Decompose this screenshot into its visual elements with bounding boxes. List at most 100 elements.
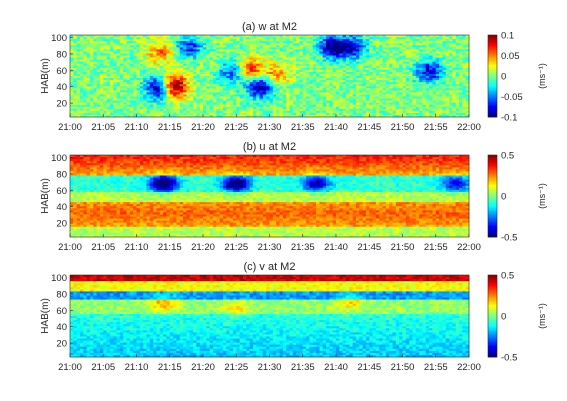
heatmap-cell xyxy=(289,104,294,108)
heatmap-cell xyxy=(83,155,87,158)
heatmap-cell xyxy=(119,49,124,52)
heatmap-cell xyxy=(96,110,101,114)
heatmap-cell xyxy=(70,37,74,40)
heatmap-cell xyxy=(359,57,363,60)
heatmap-cell xyxy=(395,47,400,50)
heatmap-cell xyxy=(116,98,121,101)
heatmap-cell xyxy=(126,43,131,46)
heatmap-cell xyxy=(336,112,340,116)
heatmap-cell xyxy=(246,43,250,46)
heatmap-cell xyxy=(289,63,294,67)
heatmap-cell xyxy=(242,86,247,89)
heatmap-cell xyxy=(143,51,147,54)
heatmap-cell xyxy=(316,108,320,112)
heatmap-cell xyxy=(429,45,433,48)
heatmap-cell xyxy=(365,104,370,108)
heatmap-cell xyxy=(286,69,290,73)
heatmap-cell xyxy=(282,96,287,99)
heatmap-cell xyxy=(422,63,427,67)
heatmap-cell xyxy=(83,100,87,103)
heatmap-cell xyxy=(256,43,260,46)
heatmap-cell xyxy=(389,35,393,38)
heatmap-cell xyxy=(173,57,177,60)
heatmap-cell xyxy=(173,90,177,93)
heatmap-cell xyxy=(379,110,383,114)
heatmap-cell xyxy=(459,45,463,48)
heatmap-cell xyxy=(389,47,393,50)
heatmap-cell xyxy=(86,100,91,103)
heatmap-cell xyxy=(146,90,151,93)
heatmap-cell xyxy=(435,59,440,62)
heatmap-cell xyxy=(339,80,343,83)
heatmap-cell xyxy=(236,69,240,73)
heatmap-cell xyxy=(392,35,397,38)
heatmap-cell xyxy=(246,82,250,85)
heatmap-cell xyxy=(70,43,74,46)
heatmap-cell xyxy=(126,102,131,106)
heatmap-cell xyxy=(362,108,367,112)
heatmap-cell xyxy=(269,73,274,77)
heatmap-cell xyxy=(339,59,343,62)
heatmap-cell xyxy=(389,59,393,62)
heatmap-cell xyxy=(336,84,340,87)
heatmap-cell xyxy=(462,39,467,42)
heatmap-cell xyxy=(316,92,320,95)
heatmap-cell xyxy=(203,37,207,40)
heatmap-cell xyxy=(389,73,393,77)
heatmap-cell xyxy=(176,45,181,48)
heatmap-cell xyxy=(312,43,317,46)
heatmap-cell xyxy=(272,73,277,77)
heatmap-cell xyxy=(206,84,211,87)
heatmap-cell xyxy=(392,63,397,67)
heatmap-cell xyxy=(189,96,194,99)
heatmap-cell xyxy=(339,104,343,108)
heatmap-cell xyxy=(272,43,277,46)
heatmap-cell xyxy=(459,55,463,58)
heatmap-cell xyxy=(326,82,330,85)
heatmap-cell xyxy=(86,53,91,56)
heatmap-cell xyxy=(429,100,433,103)
heatmap-cell xyxy=(329,108,334,112)
heatmap-cell xyxy=(139,59,144,62)
heatmap-cell xyxy=(402,86,407,89)
colorbar-swatch xyxy=(488,100,497,103)
heatmap-cell xyxy=(379,92,383,95)
heatmap-cell xyxy=(332,90,337,93)
heatmap-cell xyxy=(312,92,317,95)
heatmap-cell xyxy=(455,90,460,93)
heatmap-cell xyxy=(119,80,124,83)
heatmap-cell xyxy=(143,84,147,87)
heatmap-cell xyxy=(70,110,74,114)
heatmap-cell xyxy=(312,102,317,106)
heatmap-cell xyxy=(123,73,127,77)
heatmap-cell xyxy=(153,110,157,114)
heatmap-cell xyxy=(189,67,194,71)
heatmap-cell xyxy=(326,53,330,56)
heatmap-cell xyxy=(79,49,84,52)
heatmap-cell xyxy=(316,71,320,75)
heatmap-cell xyxy=(106,78,111,81)
heatmap-cell xyxy=(99,39,104,42)
heatmap-cell xyxy=(179,35,184,38)
heatmap-cell xyxy=(449,41,453,44)
heatmap-cell xyxy=(176,100,181,103)
heatmap-cell xyxy=(432,98,437,101)
heatmap-cell xyxy=(89,39,94,42)
heatmap-cell xyxy=(465,86,470,89)
heatmap-cell xyxy=(329,114,334,118)
heatmap-cell xyxy=(352,78,357,81)
heatmap-cell xyxy=(143,82,147,85)
heatmap-cell xyxy=(402,104,407,108)
heatmap-cell xyxy=(439,90,443,93)
heatmap-cell xyxy=(375,71,380,75)
heatmap-cell xyxy=(455,108,460,112)
heatmap-cell xyxy=(186,108,191,112)
heatmap-cell xyxy=(256,76,260,79)
heatmap-cell xyxy=(342,94,347,97)
heatmap-cell xyxy=(389,86,393,89)
heatmap-cell xyxy=(83,37,87,40)
heatmap-cell xyxy=(375,76,380,79)
heatmap-cell xyxy=(73,53,78,56)
heatmap-cell xyxy=(169,106,174,110)
heatmap-cell xyxy=(296,98,300,101)
